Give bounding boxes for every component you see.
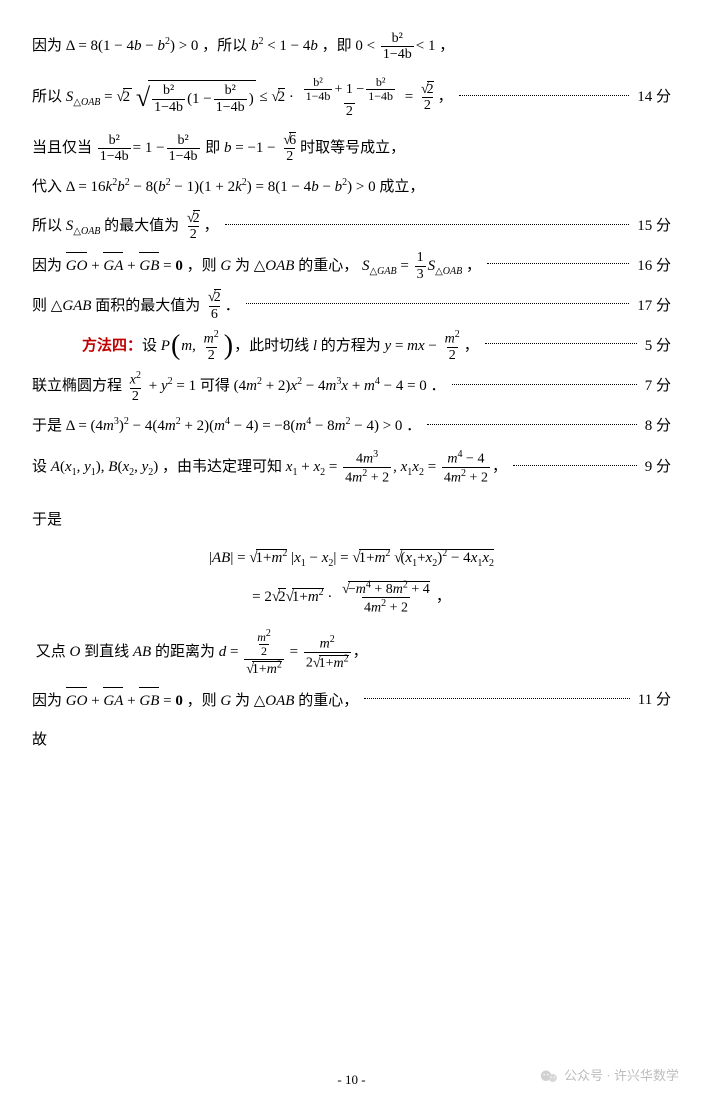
line-3: 当且仅当 b²1−4b = 1 − b²1−4b 即 b = −1 − √62 … bbox=[32, 132, 671, 165]
line-11: 设 A(x1, y1), B(x2, y2) ，由韦达定理可知 x1 + x2 … bbox=[32, 449, 671, 486]
equation-block: |AB| = √1+m2 |x1 − x2| = √1+m2 √(x1+x2)2… bbox=[32, 545, 671, 616]
wechat-icon bbox=[540, 1069, 558, 1084]
line-15: 故 bbox=[32, 724, 671, 757]
line-9: 联立椭圆方程 x22 + y2 = 1 可得 (4m2 + 2)x2 − 4m3… bbox=[32, 370, 671, 404]
dots bbox=[459, 94, 630, 96]
line-5: 所以 S△OAB 的最大值为 √22 ， 15 分 bbox=[32, 210, 671, 243]
l1-post: < 1 ， bbox=[416, 30, 454, 63]
l2-score: 14 分 bbox=[637, 81, 671, 114]
line-7: 则 △GAB 面积的最大值为 √26 ． 17 分 bbox=[32, 289, 671, 323]
line-1: 因为 Δ = 8(1 − 4b − b2) > 0 ，所以 b2 < 1 − 4… bbox=[32, 30, 671, 63]
watermark: 公众号 · 许兴华数学 bbox=[540, 1062, 679, 1091]
line-13: 又点 O 到直线 AB 的距离为 d = m22 √1+m2 = m2 2√1+… bbox=[32, 628, 671, 677]
l1-pre: 因为 bbox=[32, 30, 62, 63]
line-14: 因为 GO + GA + GB = 0 ，则 G 为 △OAB 的重心， 11 … bbox=[32, 684, 671, 718]
line-12: 于是 bbox=[32, 504, 671, 537]
line-4: 代入 Δ = 16k2b2 − 8(b2 − 1)(1 + 2k2) = 8(1… bbox=[32, 171, 671, 204]
watermark-text: 公众号 · 许兴华数学 bbox=[564, 1062, 679, 1091]
line-2: 所以 S△OAB = √2 √ b²1−4b (1 − b²1−4b ) ≤ √… bbox=[32, 69, 671, 126]
line-6: 因为 GO + GA + GB = 0 ，则 G 为 △OAB 的重心， S△G… bbox=[32, 249, 671, 283]
l1-frac: b² 1−4b bbox=[381, 31, 414, 63]
line-10: 于是 Δ = (4m3)2 − 4(4m2 + 2)(m4 − 4) = −8(… bbox=[32, 410, 671, 443]
l1-expr: Δ = 8(1 − 4b − b2) > 0 ，所以 b2 < 1 − 4b ，… bbox=[62, 30, 379, 63]
line-8: 方法四： 设 P ( m, m22 ) ，此时切线 l 的方程为 y = mx … bbox=[32, 329, 671, 363]
l2-pre: 所以 bbox=[32, 81, 62, 114]
method-label: 方法四： bbox=[82, 330, 142, 363]
